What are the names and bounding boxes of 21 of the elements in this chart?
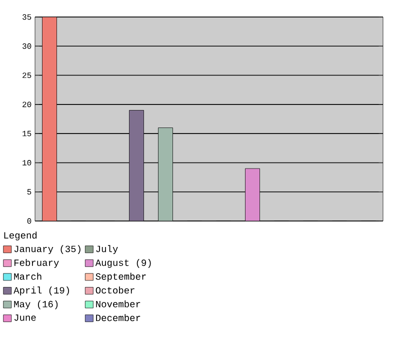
legend-label: July (96, 245, 118, 254)
y-tick-label: 25 (22, 72, 32, 78)
y-tick-label: 30 (22, 43, 32, 49)
legend-label: November (96, 300, 140, 308)
y-tick-label: 10 (22, 160, 32, 166)
legend-label: March (14, 272, 42, 280)
legend-label: August (9) (95, 258, 151, 268)
legend-label: June (14, 314, 36, 321)
legend-label: October (96, 286, 134, 294)
legend-title: Legend (4, 232, 37, 240)
legend-label: September (96, 272, 146, 282)
y-tick-label: 35 (22, 14, 32, 20)
legend-label: December (96, 314, 140, 322)
legend-label: February (14, 258, 59, 268)
legend-label: May (16) (14, 300, 58, 310)
y-tick-label: 0 (27, 218, 32, 224)
y-tick-label: 15 (22, 130, 32, 136)
y-tick-label: 5 (27, 189, 32, 195)
y-tick-label: 20 (22, 102, 32, 108)
legend-label: January (35) (14, 245, 80, 254)
legend-label: April (19) (14, 286, 69, 296)
